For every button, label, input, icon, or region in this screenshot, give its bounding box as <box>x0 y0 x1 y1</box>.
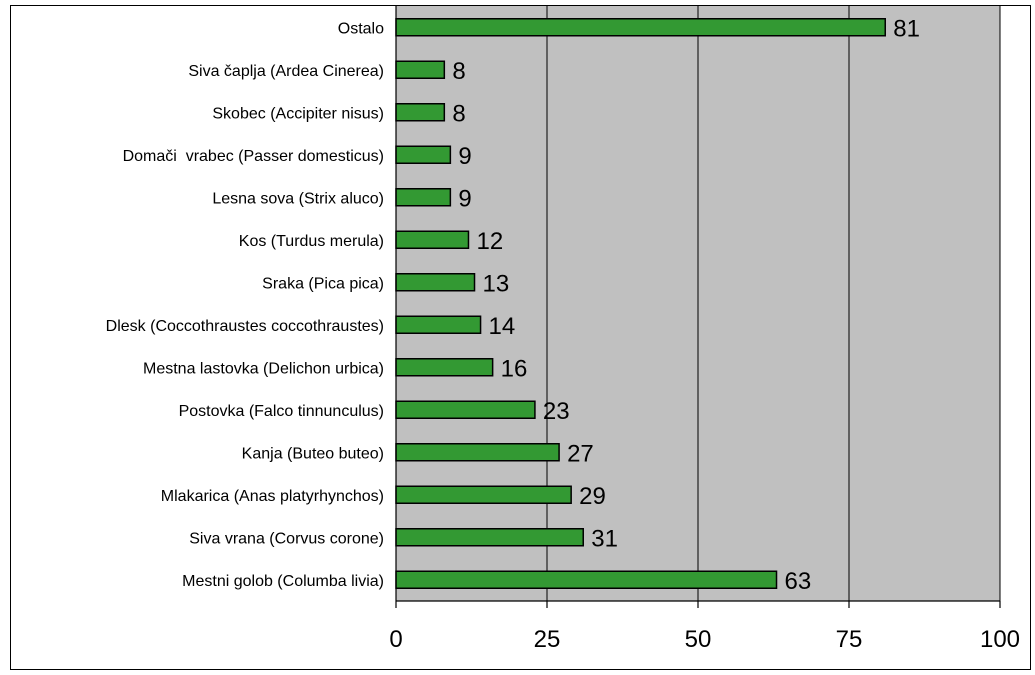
category-label-4: Lesna sova (Strix aluco) <box>212 190 384 207</box>
bar-12 <box>395 528 584 547</box>
category-labels: Ostalo Siva čaplja (Ardea Cinerea) Skobec … <box>106 20 384 590</box>
x-tick-label-3: 75 <box>836 626 863 653</box>
category-label-12: Siva vrana (Corvus corone) <box>189 530 384 547</box>
value-label-0: 81 <box>893 15 920 42</box>
value-label-12: 31 <box>591 525 618 552</box>
category-label-3: Domači vrabec (Passer domesticus) <box>123 148 384 165</box>
category-label-11: Mlakarica (Anas platyrhynchos) <box>161 488 384 505</box>
value-label-9: 23 <box>543 398 570 425</box>
category-label-10: Kanja (Buteo buteo) <box>242 445 384 462</box>
bar-7 <box>395 315 482 334</box>
category-label-13: Mestni golob (Columba livia) <box>182 573 384 590</box>
bar-9 <box>395 400 536 419</box>
category-label-6: Sraka (Pica pica) <box>262 275 384 292</box>
bar-11 <box>395 485 572 504</box>
x-axis-ticks: 0 25 50 75 100 <box>389 601 1020 653</box>
value-label-5: 12 <box>476 228 503 255</box>
value-label-8: 16 <box>501 355 528 382</box>
value-label-13: 63 <box>785 568 812 595</box>
x-tick-label-0: 0 <box>389 626 402 653</box>
value-label-1: 8 <box>452 58 465 85</box>
bar-10 <box>395 443 560 462</box>
chart-frame: Ostalo Siva čaplja (Ardea Cinerea) Skobec … <box>10 5 1031 670</box>
category-label-0: Ostalo <box>338 20 384 37</box>
bar-8 <box>395 358 494 377</box>
value-label-10: 27 <box>567 440 594 467</box>
x-tick-label-4: 100 <box>980 626 1020 653</box>
bar-3 <box>395 145 452 164</box>
value-label-7: 14 <box>489 313 516 340</box>
bar-4 <box>395 188 452 207</box>
category-label-5: Kos (Turdus merula) <box>239 233 384 250</box>
category-label-1: Siva čaplja (Ardea Cinerea) <box>188 63 384 80</box>
value-label-11: 29 <box>579 483 606 510</box>
bar-5 <box>395 230 470 249</box>
category-label-2: Skobec (Accipiter nisus) <box>212 105 384 122</box>
category-label-7: Dlesk (Coccothraustes coccothraustes) <box>106 318 384 335</box>
category-label-9: Postovka (Falco tinnunculus) <box>179 403 384 420</box>
bar-2 <box>395 103 446 122</box>
bar-1 <box>395 60 446 79</box>
bar-0 <box>395 18 886 37</box>
category-label-8: Mestna lastovka (Delichon urbica) <box>143 360 384 377</box>
bar-6 <box>395 273 476 292</box>
bar-13 <box>395 570 778 589</box>
bar-chart: Ostalo Siva čaplja (Ardea Cinerea) Skobec … <box>106 6 1020 653</box>
value-label-6: 13 <box>483 270 510 297</box>
value-label-4: 9 <box>458 185 471 212</box>
x-tick-label-1: 25 <box>534 626 561 653</box>
value-label-2: 8 <box>452 100 465 127</box>
x-tick-label-2: 50 <box>685 626 712 653</box>
value-label-3: 9 <box>458 143 471 170</box>
